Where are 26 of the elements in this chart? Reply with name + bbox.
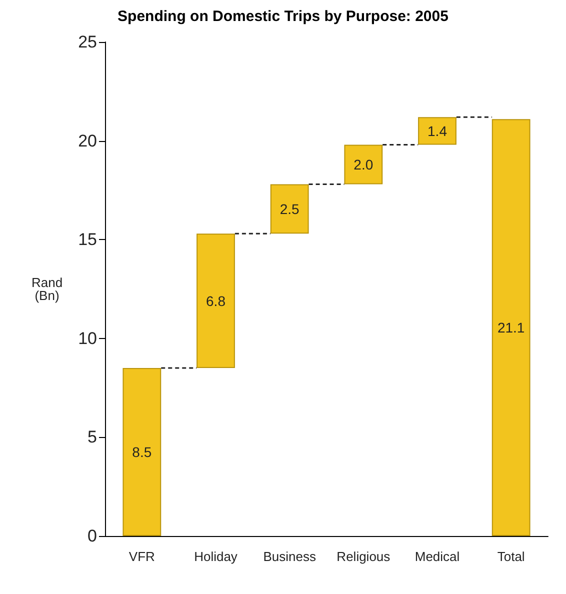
x-tick-label: Total [497,549,525,564]
bar [196,234,235,368]
y-axis-title: Rand (Bn) [31,275,63,303]
bar [492,119,530,536]
y-tick-label: 5 [88,428,97,447]
y-tick-label: 10 [78,328,97,348]
y-tick-label: 15 [78,230,97,250]
x-tick-label: VFR [128,549,155,564]
chart-title: Spending on Domestic Trips by Purpose: 2005 [118,8,448,25]
data-label: 21.1 [497,320,525,336]
x-tick-label: Medical [414,549,460,564]
bar [418,117,456,145]
bar [270,184,309,234]
y-tick-label: 25 [78,32,97,52]
data-label: 2.5 [280,200,300,217]
bar [122,368,162,536]
data-label: 6.8 [206,292,226,309]
data-label: 2.0 [354,156,374,173]
x-tick-label: Business [263,549,316,564]
y-tick-label: 0 [88,526,97,546]
data-label: 1.4 [428,122,448,139]
x-tick-label: Religious [336,549,391,564]
data-label: 8.5 [132,444,152,460]
bar [344,144,383,184]
x-tick-label: Holiday [194,549,238,564]
y-tick-label: 20 [78,131,97,150]
